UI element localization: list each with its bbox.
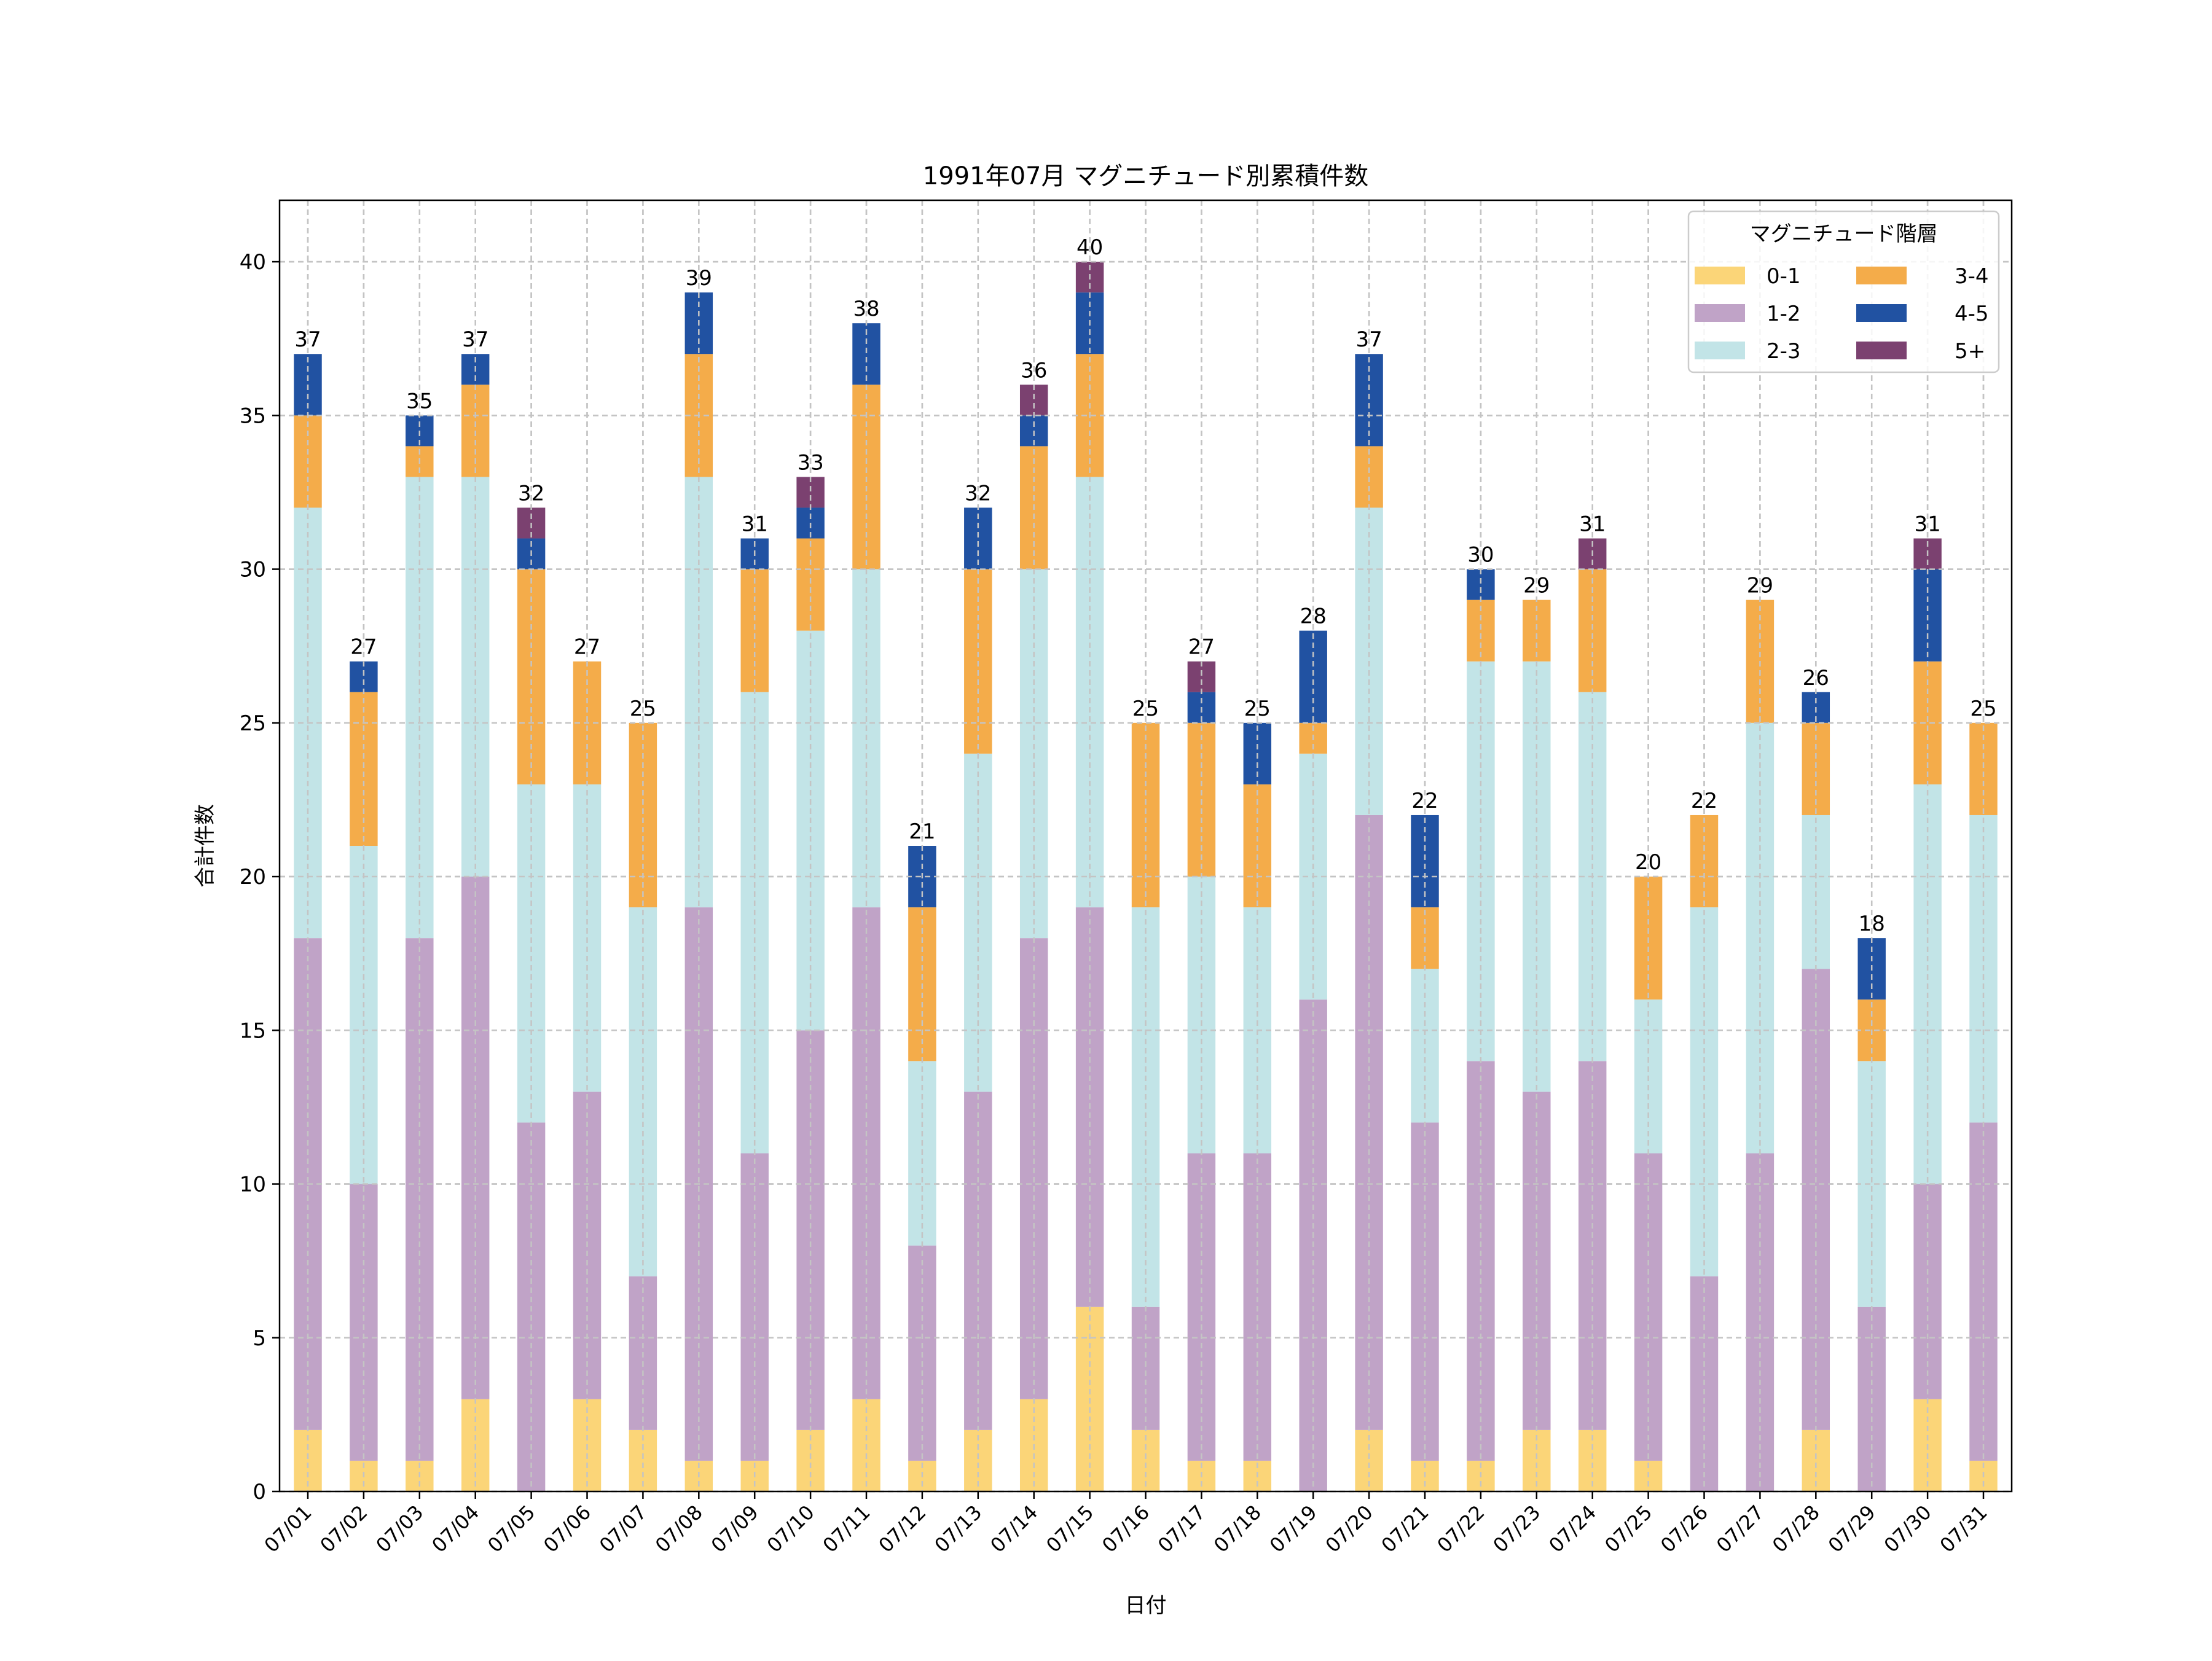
- legend-items: 0-1 1-2 2-3 3-4 4-5 5+: [1695, 264, 1989, 364]
- total-labels: 3727353732272539313338213236402527252837…: [280, 200, 2012, 1493]
- bar-segment-1-2: [350, 1184, 378, 1461]
- y-axis-label: 合計件数: [193, 804, 218, 888]
- bar-segment-2-3: [629, 907, 657, 1276]
- total-label: 20: [1635, 850, 1661, 875]
- bar-segment-1-2: [461, 877, 490, 1399]
- y-tick-label: 10: [240, 1173, 266, 1197]
- y-tick-label: 15: [240, 1018, 266, 1043]
- total-label: 29: [1523, 574, 1550, 598]
- total-label: 32: [518, 481, 544, 506]
- legend-swatch-2-3: [1695, 342, 1745, 359]
- legend-label: 4-5: [1955, 302, 1989, 326]
- y-tick-label: 35: [240, 404, 266, 428]
- bar-segment-1-2: [1746, 1153, 1775, 1491]
- legend-title: マグニチュード階層: [1750, 222, 1938, 246]
- legend-label: 5+: [1955, 339, 1985, 364]
- total-label: 32: [965, 481, 991, 506]
- y-tick-label: 5: [253, 1326, 266, 1351]
- y-tick-label: 20: [240, 865, 266, 889]
- y-axis: 0 5 10 15 20 25 30 35 40: [240, 250, 280, 1504]
- legend-swatch-4-5: [1856, 304, 1907, 322]
- legend-swatch-5+: [1856, 342, 1907, 359]
- legend-swatch-3-4: [1856, 267, 1907, 284]
- y-tick-label: 40: [240, 250, 266, 275]
- total-label: 35: [406, 389, 433, 413]
- legend-label: 3-4: [1955, 264, 1989, 289]
- x-axis-label: 日付: [1125, 1593, 1167, 1618]
- legend-label: 0-1: [1767, 264, 1801, 289]
- legend-box: [1687, 210, 2000, 373]
- y-tick-label: 0: [253, 1480, 266, 1504]
- legend-swatch-0-1: [1695, 267, 1745, 284]
- chart-title: 1991年07月 マグニチュード別累積件数: [923, 162, 1368, 190]
- total-label: 26: [1803, 666, 1829, 690]
- y-tick-label: 25: [240, 711, 266, 736]
- legend-label: 1-2: [1767, 302, 1801, 326]
- bar-segment-3-4: [1131, 722, 1160, 908]
- total-label: 38: [853, 297, 879, 321]
- bar-segment-2-3: [1690, 907, 1719, 1276]
- bar-segment-2-3: [1857, 1061, 1886, 1307]
- total-label: 29: [1747, 574, 1773, 598]
- legend-swatch-1-2: [1695, 304, 1745, 322]
- y-tick-label: 30: [240, 558, 266, 582]
- legend: マグニチュード階層 0-1 1-2 2-3 3-4 4-5 5+: [1687, 210, 2000, 373]
- legend-label: 2-3: [1767, 339, 1801, 364]
- bar-segment-4-5: [350, 661, 378, 692]
- bar-segment-3-4: [629, 722, 657, 908]
- bar-segment-5+: [1187, 661, 1216, 692]
